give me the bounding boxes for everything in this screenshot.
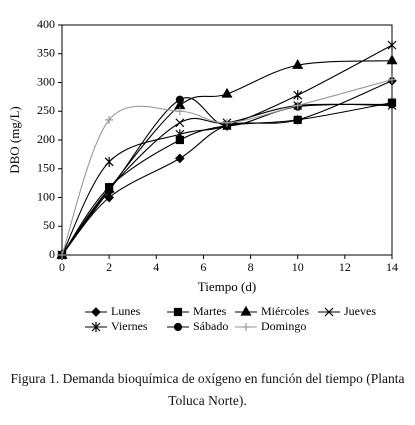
- legend-marker: [240, 305, 252, 316]
- marker: [104, 156, 114, 167]
- legend-marker: [324, 307, 334, 317]
- x-tick-label: 8: [248, 260, 254, 274]
- x-tick-label: 10: [292, 260, 304, 274]
- x-tick-label: 2: [106, 260, 112, 274]
- legend-label: Viernes: [111, 319, 148, 333]
- y-tick-label: 0: [49, 247, 55, 261]
- marker: [293, 101, 302, 110]
- x-tick-label: 12: [339, 260, 351, 274]
- marker: [388, 75, 396, 84]
- marker: [386, 54, 398, 65]
- y-tick-label: 50: [43, 218, 55, 232]
- y-tick-label: 400: [37, 17, 55, 31]
- series-line: [61, 102, 393, 256]
- legend-label: Domingo: [261, 319, 306, 333]
- x-axis-label: Tiempo (d): [198, 279, 256, 294]
- marker: [105, 186, 114, 195]
- marker: [292, 59, 304, 69]
- legend-marker: [91, 322, 101, 332]
- chart: Tiempo (d) DBO (mg/L) 050100150200250300…: [7, 17, 398, 333]
- x-tick-label: 4: [153, 260, 159, 274]
- marker: [293, 90, 303, 101]
- legend-marker: [173, 307, 183, 317]
- y-tick-label: 150: [37, 161, 55, 175]
- y-axis-label: DBO (mg/L): [7, 106, 22, 174]
- y-tick-label: 300: [37, 74, 55, 88]
- marker: [175, 129, 185, 140]
- series-line: [61, 44, 393, 256]
- series-line: [61, 79, 393, 256]
- marker: [58, 251, 66, 259]
- x-tick-label: 14: [386, 260, 398, 274]
- legend-label: Lunes: [111, 304, 141, 318]
- x-tick-label: 6: [200, 260, 206, 274]
- marker: [387, 40, 397, 51]
- marker: [104, 192, 114, 203]
- series-line: [61, 103, 393, 256]
- legend-label: Martes: [193, 304, 227, 318]
- y-tick-label: 350: [37, 46, 55, 60]
- marker: [175, 153, 185, 164]
- x-tick-label: 0: [59, 260, 65, 274]
- plot-frame: [61, 24, 393, 256]
- marker: [387, 100, 397, 109]
- marker: [293, 115, 302, 124]
- legend-marker: [91, 307, 101, 317]
- marker: [105, 115, 114, 124]
- y-tick-label: 100: [37, 189, 55, 203]
- legend-marker: [242, 323, 250, 331]
- marker: [223, 118, 231, 127]
- series-line: [61, 80, 393, 256]
- marker: [221, 87, 233, 98]
- caption: Figura 1. Demanda bioquímica de oxígeno …: [10, 371, 405, 408]
- legend-label: Jueves: [344, 304, 376, 318]
- legend-label: Sábado: [193, 319, 228, 333]
- y-tick-label: 200: [37, 132, 55, 146]
- legend-label: Miércoles: [261, 304, 309, 318]
- marker: [175, 118, 185, 128]
- legend-marker: [173, 322, 183, 332]
- marker: [175, 95, 184, 104]
- marker: [175, 107, 184, 116]
- y-tick-label: 250: [37, 103, 55, 117]
